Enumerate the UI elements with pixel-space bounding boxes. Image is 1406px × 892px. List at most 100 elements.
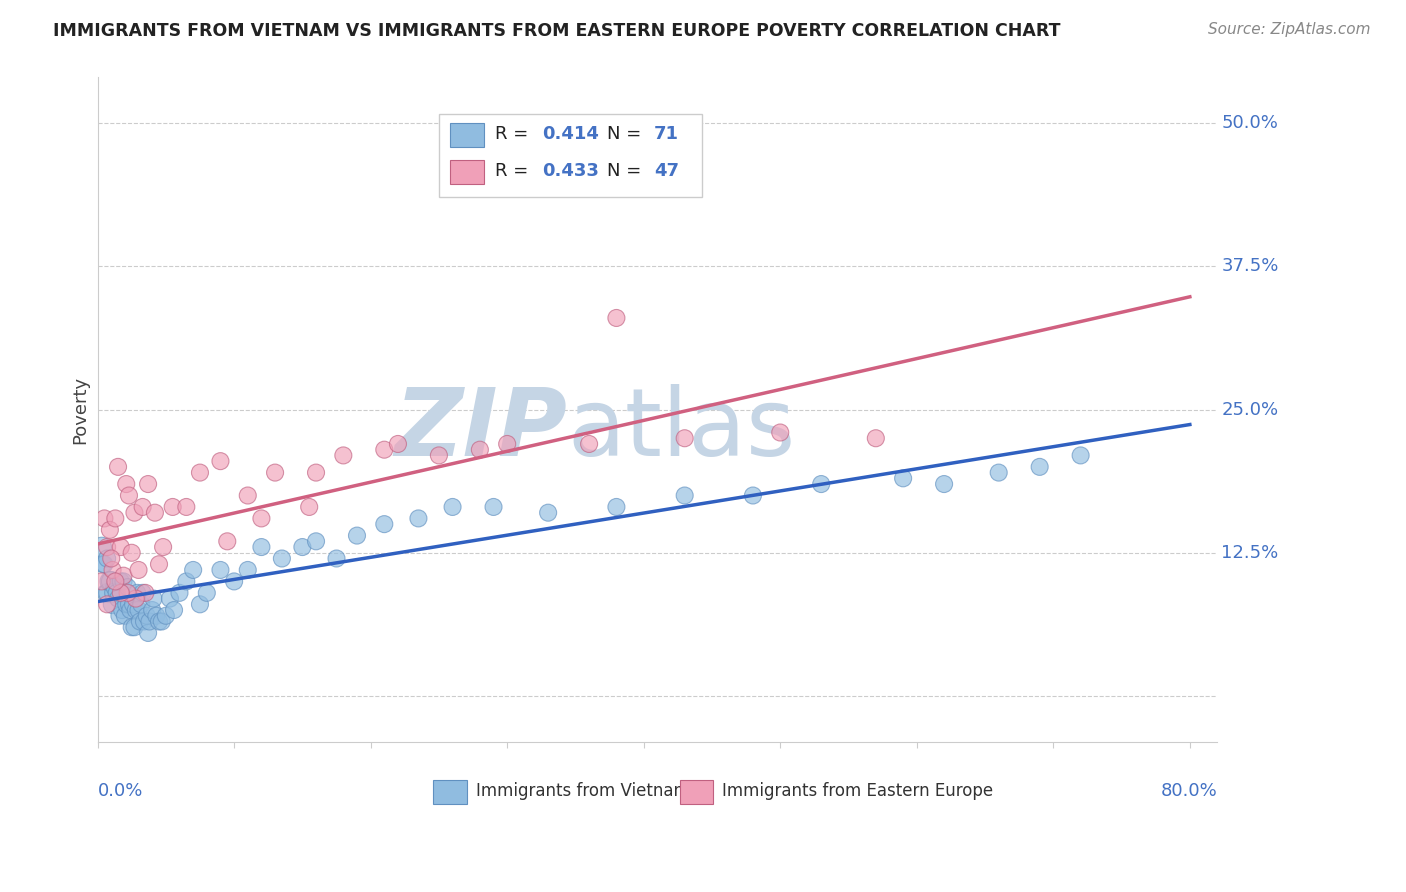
Point — [96, 540, 118, 554]
Point — [136, 626, 159, 640]
Text: Immigrants from Vietnam: Immigrants from Vietnam — [477, 782, 690, 800]
Point — [605, 310, 627, 325]
Point — [128, 563, 150, 577]
Point — [152, 540, 174, 554]
Point — [163, 603, 186, 617]
Text: 0.414: 0.414 — [543, 125, 599, 143]
Point — [115, 597, 138, 611]
Point — [125, 603, 148, 617]
Y-axis label: Poverty: Poverty — [72, 376, 89, 443]
Point — [98, 574, 121, 589]
Point — [482, 500, 505, 514]
Point — [155, 608, 177, 623]
Point — [96, 597, 118, 611]
Point — [224, 574, 246, 589]
Text: 0.0%: 0.0% — [97, 781, 143, 799]
Point — [118, 488, 141, 502]
Text: 0.433: 0.433 — [543, 162, 599, 180]
Point — [115, 477, 138, 491]
Point — [291, 540, 314, 554]
Point — [94, 586, 117, 600]
Point — [188, 597, 211, 611]
Point — [98, 523, 121, 537]
Point — [148, 615, 170, 629]
Point — [1070, 449, 1092, 463]
Point — [111, 603, 134, 617]
Point — [107, 591, 129, 606]
Point — [250, 540, 273, 554]
Point — [101, 597, 124, 611]
Point — [217, 534, 239, 549]
Point — [135, 608, 157, 623]
Point — [97, 586, 120, 600]
Point — [373, 517, 395, 532]
Point — [117, 586, 139, 600]
Text: R =: R = — [495, 162, 534, 180]
Point — [122, 597, 145, 611]
Point — [128, 603, 150, 617]
Point — [236, 488, 259, 502]
Point — [578, 437, 600, 451]
Text: Immigrants from Eastern Europe: Immigrants from Eastern Europe — [723, 782, 994, 800]
Point — [105, 586, 128, 600]
Point — [143, 506, 166, 520]
Text: 71: 71 — [654, 125, 679, 143]
Point — [112, 574, 135, 589]
Point — [127, 586, 149, 600]
Point — [298, 500, 321, 514]
Point — [865, 431, 887, 445]
Text: 50.0%: 50.0% — [1222, 114, 1278, 132]
Point — [103, 586, 125, 600]
Text: R =: R = — [495, 125, 534, 143]
Point — [932, 477, 955, 491]
Text: 12.5%: 12.5% — [1222, 544, 1278, 562]
Bar — [450, 123, 484, 147]
Point — [110, 574, 132, 589]
Point — [118, 597, 141, 611]
Point — [496, 437, 519, 451]
Point — [325, 551, 347, 566]
Point — [142, 591, 165, 606]
Text: Source: ZipAtlas.com: Source: ZipAtlas.com — [1208, 22, 1371, 37]
Point — [159, 591, 181, 606]
Point — [150, 615, 173, 629]
Point — [408, 511, 430, 525]
Point — [441, 500, 464, 514]
Bar — [433, 780, 467, 804]
Point — [136, 477, 159, 491]
Point — [124, 506, 146, 520]
Point — [104, 574, 127, 589]
Text: 47: 47 — [654, 162, 679, 180]
Point — [110, 540, 132, 554]
Point — [120, 603, 142, 617]
Point — [108, 608, 131, 623]
Text: IMMIGRANTS FROM VIETNAM VS IMMIGRANTS FROM EASTERN EUROPE POVERTY CORRELATION CH: IMMIGRANTS FROM VIETNAM VS IMMIGRANTS FR… — [53, 22, 1062, 40]
Point — [810, 477, 832, 491]
Point — [104, 580, 127, 594]
Point — [129, 615, 152, 629]
Point — [209, 563, 232, 577]
Point — [605, 500, 627, 514]
Point — [104, 511, 127, 525]
Point — [110, 586, 132, 600]
Point — [121, 620, 143, 634]
Point — [145, 608, 167, 623]
Point — [90, 540, 112, 554]
Point — [121, 546, 143, 560]
Point — [141, 603, 163, 617]
Point — [537, 506, 560, 520]
Text: N =: N = — [607, 162, 647, 180]
Point — [112, 568, 135, 582]
Point — [236, 563, 259, 577]
Point — [117, 580, 139, 594]
Point — [124, 620, 146, 634]
Bar — [439, 114, 702, 197]
Point — [96, 551, 118, 566]
Point — [181, 563, 204, 577]
Point — [138, 615, 160, 629]
Point — [305, 534, 328, 549]
Point — [90, 574, 112, 589]
Point — [125, 591, 148, 606]
Point — [270, 551, 292, 566]
Point — [673, 488, 696, 502]
